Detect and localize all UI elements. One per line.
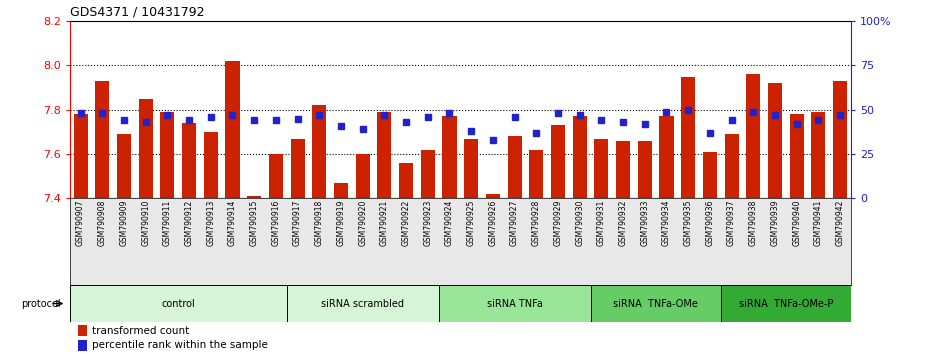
Text: GSM790940: GSM790940 bbox=[792, 200, 802, 246]
Text: siRNA TNFa: siRNA TNFa bbox=[486, 298, 542, 309]
Text: GSM790910: GSM790910 bbox=[141, 200, 151, 246]
Text: GSM790914: GSM790914 bbox=[228, 200, 237, 246]
Text: percentile rank within the sample: percentile rank within the sample bbox=[92, 341, 268, 350]
Text: GSM790936: GSM790936 bbox=[705, 200, 714, 246]
Bar bbox=[790, 114, 804, 198]
Text: GSM790929: GSM790929 bbox=[553, 200, 563, 246]
Text: GSM790930: GSM790930 bbox=[575, 200, 584, 246]
Bar bbox=[117, 134, 131, 198]
Bar bbox=[659, 116, 673, 198]
Text: GSM790937: GSM790937 bbox=[727, 200, 737, 246]
Bar bbox=[439, 285, 591, 322]
Text: GSM790926: GSM790926 bbox=[488, 200, 498, 246]
Text: GSM790919: GSM790919 bbox=[337, 200, 346, 246]
Bar bbox=[182, 123, 196, 198]
Text: GSM790911: GSM790911 bbox=[163, 200, 172, 246]
Text: GSM790939: GSM790939 bbox=[770, 200, 779, 246]
Bar bbox=[160, 112, 175, 198]
Bar bbox=[529, 149, 543, 198]
Bar bbox=[286, 285, 439, 322]
Text: GSM790942: GSM790942 bbox=[835, 200, 844, 246]
Bar bbox=[312, 105, 326, 198]
Text: GSM790925: GSM790925 bbox=[467, 200, 476, 246]
Bar bbox=[77, 340, 86, 351]
Text: GSM790918: GSM790918 bbox=[314, 200, 324, 246]
Bar bbox=[420, 149, 435, 198]
Text: GSM790935: GSM790935 bbox=[684, 200, 693, 246]
Bar bbox=[70, 285, 286, 322]
Bar bbox=[204, 132, 218, 198]
Bar bbox=[508, 136, 522, 198]
Text: siRNA  TNFa-OMe: siRNA TNFa-OMe bbox=[613, 298, 698, 309]
Text: GSM790922: GSM790922 bbox=[402, 200, 411, 246]
Bar bbox=[334, 183, 348, 198]
Bar bbox=[290, 138, 305, 198]
Bar bbox=[485, 194, 500, 198]
Bar bbox=[378, 112, 392, 198]
Bar bbox=[616, 141, 631, 198]
Text: GSM790917: GSM790917 bbox=[293, 200, 302, 246]
Text: transformed count: transformed count bbox=[92, 326, 189, 336]
Text: GSM790923: GSM790923 bbox=[423, 200, 432, 246]
Text: siRNA  TNFa-OMe-P: siRNA TNFa-OMe-P bbox=[738, 298, 833, 309]
Bar bbox=[73, 114, 87, 198]
Text: GSM790941: GSM790941 bbox=[814, 200, 823, 246]
Bar bbox=[464, 138, 478, 198]
Text: GSM790921: GSM790921 bbox=[379, 200, 389, 246]
Text: GSM790912: GSM790912 bbox=[184, 200, 193, 246]
Bar bbox=[746, 74, 761, 198]
Bar bbox=[355, 154, 370, 198]
Text: GSM790909: GSM790909 bbox=[119, 200, 128, 246]
Text: GSM790932: GSM790932 bbox=[618, 200, 628, 246]
Text: GDS4371 / 10431792: GDS4371 / 10431792 bbox=[70, 6, 205, 19]
Bar bbox=[77, 325, 86, 336]
Text: GSM790931: GSM790931 bbox=[597, 200, 606, 246]
Bar bbox=[811, 112, 826, 198]
Text: GSM790920: GSM790920 bbox=[358, 200, 367, 246]
Text: GSM790938: GSM790938 bbox=[749, 200, 758, 246]
Text: GSM790933: GSM790933 bbox=[640, 200, 649, 246]
Text: GSM790934: GSM790934 bbox=[662, 200, 671, 246]
Text: GSM790924: GSM790924 bbox=[445, 200, 454, 246]
Bar bbox=[638, 141, 652, 198]
Bar bbox=[833, 81, 847, 198]
Bar bbox=[443, 116, 457, 198]
Text: GSM790915: GSM790915 bbox=[249, 200, 259, 246]
Text: control: control bbox=[162, 298, 195, 309]
Bar bbox=[139, 99, 153, 198]
Bar bbox=[225, 61, 240, 198]
Bar bbox=[681, 76, 696, 198]
Bar bbox=[95, 81, 110, 198]
Bar bbox=[591, 285, 721, 322]
Bar bbox=[724, 134, 738, 198]
Text: protocol: protocol bbox=[20, 298, 60, 309]
Text: GSM790927: GSM790927 bbox=[510, 200, 519, 246]
Text: GSM790928: GSM790928 bbox=[532, 200, 541, 246]
Bar bbox=[721, 285, 851, 322]
Text: siRNA scrambled: siRNA scrambled bbox=[321, 298, 405, 309]
Bar bbox=[247, 196, 261, 198]
Bar bbox=[703, 152, 717, 198]
Bar bbox=[768, 83, 782, 198]
Text: GSM790916: GSM790916 bbox=[272, 200, 281, 246]
Text: GSM790907: GSM790907 bbox=[76, 200, 86, 246]
Text: GSM790908: GSM790908 bbox=[98, 200, 107, 246]
Text: GSM790913: GSM790913 bbox=[206, 200, 216, 246]
Bar bbox=[573, 116, 587, 198]
Bar bbox=[594, 138, 608, 198]
Bar bbox=[269, 154, 283, 198]
Bar bbox=[551, 125, 565, 198]
Bar bbox=[399, 163, 413, 198]
